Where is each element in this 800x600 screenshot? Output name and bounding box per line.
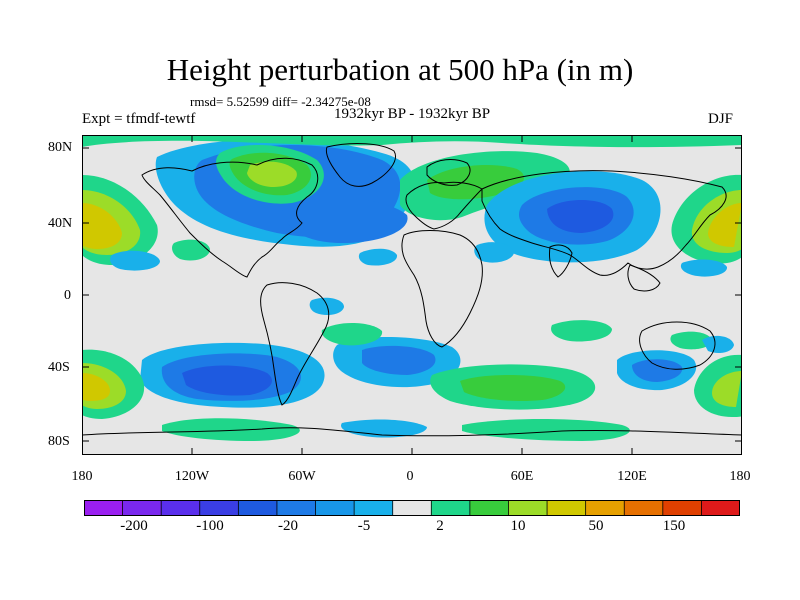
colorbar-cell-11 — [508, 500, 548, 516]
colorbar-label-minus20: -20 — [278, 518, 298, 534]
height-perturbation-map — [82, 135, 742, 455]
contour-south-pacific-east-high-core — [712, 371, 742, 407]
coast-africa — [401, 230, 483, 348]
map-title: Height perturbation at 500 hPa (in m) — [166, 52, 634, 87]
colorbar-label-150: 150 — [662, 518, 686, 534]
contour-subtropic-south-3 — [670, 331, 712, 350]
contour-canada-high-core — [247, 161, 297, 187]
lon-label-0: 0 — [406, 469, 414, 484]
contour-south-indian-low-inner — [632, 359, 683, 382]
colorbar-cell-1 — [122, 500, 163, 516]
coast-europe — [405, 181, 483, 230]
colorbar-cell-12 — [546, 500, 587, 516]
coast-asia — [481, 170, 727, 276]
map-ticks — [82, 135, 742, 455]
colorbar-label-minus5: -5 — [357, 518, 371, 534]
colorbar-cell-3 — [199, 500, 240, 516]
lon-label-120w: 120W — [174, 469, 210, 484]
coast-scandinavia — [426, 159, 471, 186]
lat-label-80n: 80N — [48, 140, 73, 155]
lon-label-120e: 120E — [617, 469, 647, 484]
period-label: 1932kyr BP - 1932kyr BP — [333, 106, 491, 122]
contour-subtropic-south-2 — [551, 320, 612, 342]
coast-australia — [639, 321, 716, 370]
contour-south-atlantic-low-inner — [362, 345, 436, 375]
coast-south-america — [260, 282, 330, 406]
coast-southeast-asia — [627, 264, 661, 292]
contour-siberia-low-core — [547, 200, 614, 233]
lat-label-0: 0 — [64, 288, 71, 303]
coastlines — [82, 143, 742, 437]
lat-label-40n: 40N — [48, 216, 73, 231]
contour-subtropic-south-1 — [321, 322, 383, 346]
colorbar-cell-16 — [701, 500, 740, 516]
rmsd-stats: rmsd= 5.52599 diff= -2.34275e-08 — [190, 94, 371, 109]
contour-indian-small — [474, 242, 514, 263]
contour-pacific-small-1 — [110, 250, 160, 271]
contour-east-pacific-small — [680, 259, 728, 277]
lat-label-40s: 40S — [48, 360, 70, 375]
lat-label-80s: 80S — [48, 434, 70, 449]
colorbar-cell-10 — [469, 500, 510, 516]
colorbar-label-2: 2 — [436, 518, 444, 534]
contour-south-indian-high-core — [460, 375, 566, 402]
colorbar-cell-13 — [585, 500, 626, 516]
colorbar-cell-9 — [430, 500, 471, 516]
colorbar-cell-14 — [623, 500, 664, 516]
lon-label-60e: 60E — [510, 469, 534, 484]
colorbar-cell-2 — [160, 500, 201, 516]
contour-tropic-south-blue — [702, 335, 734, 353]
colorbar-cell-4 — [237, 500, 278, 516]
colorbar — [84, 500, 740, 516]
contour-east-pacific-high-core — [708, 203, 742, 247]
colorbar-label-minus100: -100 — [196, 518, 224, 534]
contour-atlantic-low — [282, 198, 408, 243]
contour-antarctic-band-1 — [162, 418, 300, 441]
contour-south-pacific-west-high-core — [82, 373, 110, 401]
coast-greenland — [325, 143, 396, 187]
lon-label-180e: 180 — [729, 469, 751, 484]
lon-label-60w: 60W — [288, 469, 316, 484]
contour-west-pacific-high-core — [82, 203, 122, 249]
lon-label-180w: 180 — [71, 469, 93, 484]
colorbar-cell-6 — [315, 500, 356, 516]
coast-north-america — [141, 157, 319, 278]
colorbar-label-minus200: -200 — [120, 518, 148, 534]
contour-south-pacific-low-core — [182, 365, 272, 396]
colorbar-cell-0 — [84, 500, 124, 516]
colorbar-cell-7 — [353, 500, 394, 516]
contour-pacific-small-2 — [172, 239, 210, 261]
coast-india — [549, 244, 573, 278]
experiment-label: Expt = tfmdf-tewtf — [82, 111, 196, 127]
contour-atlantic-small — [358, 248, 398, 266]
colorbar-cell-5 — [276, 500, 317, 516]
coast-antarctica — [82, 427, 742, 437]
colorbar-label-50: 50 — [588, 518, 604, 534]
contour-antarctic-band-2 — [462, 419, 630, 441]
colorbar-label-10: 10 — [510, 518, 526, 534]
colorbar-cell-15 — [662, 500, 703, 516]
season-label: DJF — [708, 111, 734, 127]
contour-europe-high-core — [427, 164, 525, 200]
colorbar-cell-8 — [392, 500, 433, 516]
